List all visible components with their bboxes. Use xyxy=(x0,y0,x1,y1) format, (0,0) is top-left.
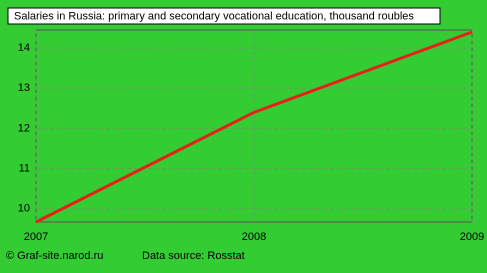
chart-title: Salaries in Russia: primary and secondar… xyxy=(14,10,414,22)
title-box xyxy=(7,7,441,25)
y-tick-label: 10 xyxy=(18,203,30,215)
y-tick-label: 13 xyxy=(18,82,30,94)
y-tick-label: 14 xyxy=(18,42,30,54)
x-tick-label: 2009 xyxy=(460,231,484,243)
x-tick-label: 2007 xyxy=(24,231,48,243)
x-tick-label: 2008 xyxy=(242,231,266,243)
footer-left: © Graf-site.narod.ru xyxy=(6,250,103,262)
footer-right: Data source: Rosstat xyxy=(142,250,245,262)
y-tick-label: 11 xyxy=(19,162,30,174)
y-tick-label: 12 xyxy=(18,122,30,134)
data-line xyxy=(35,30,473,224)
